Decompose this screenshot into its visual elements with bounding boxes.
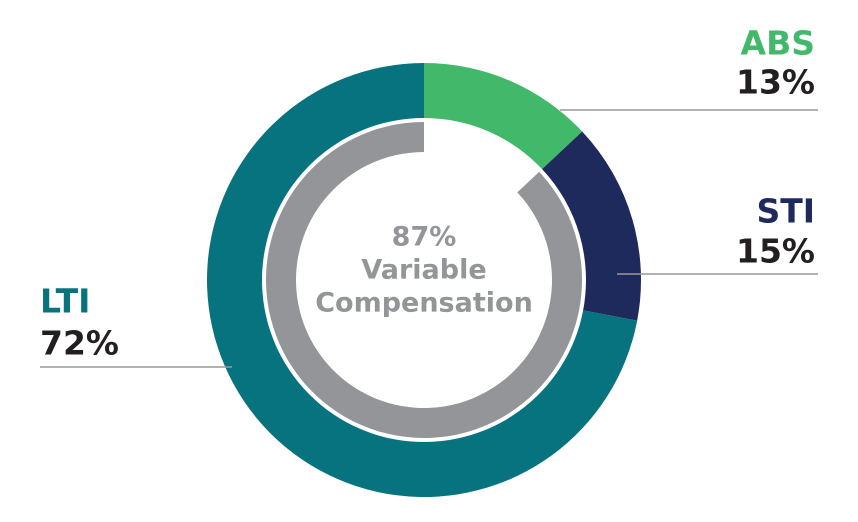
value-label: 15% (736, 232, 815, 271)
center-value: 87% (392, 222, 457, 253)
value-label: 72% (40, 324, 119, 363)
category-label: ABS (741, 24, 815, 63)
donut-segment (424, 63, 583, 170)
category-label: LTI (40, 282, 90, 321)
center-label: Compensation (315, 288, 533, 319)
category-label: STI (756, 192, 815, 231)
donut-segment (542, 131, 641, 321)
donut (207, 63, 641, 498)
value-label: 13% (736, 63, 815, 102)
center-label: Variable (361, 255, 486, 286)
